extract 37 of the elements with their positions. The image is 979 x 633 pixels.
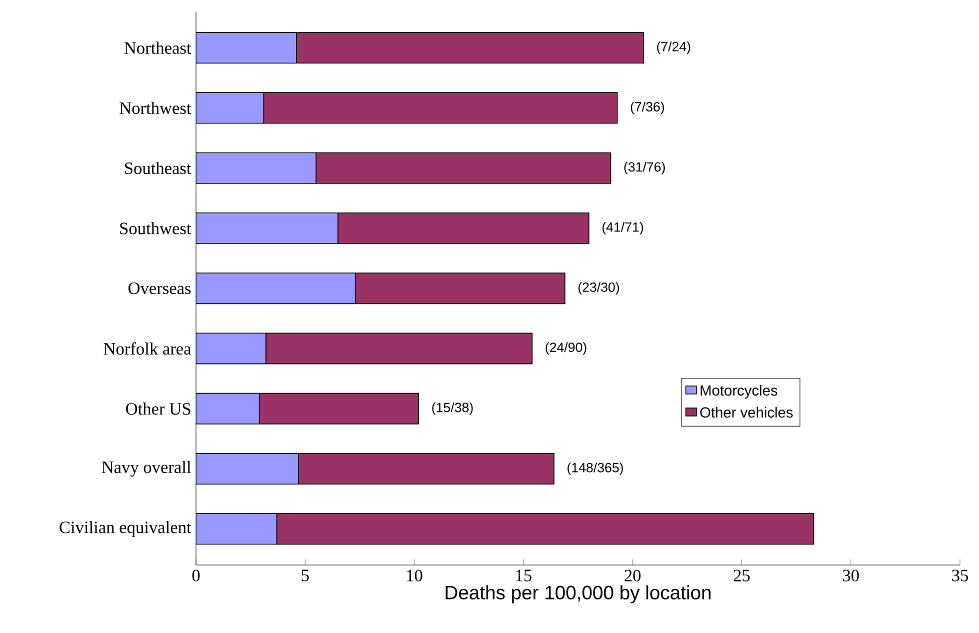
annotation: (7/24) — [657, 42, 690, 54]
bar — [196, 332, 266, 364]
annotation: (23/30) — [578, 282, 620, 295]
annotation: (24/90) — [546, 342, 586, 355]
bar — [196, 92, 264, 124]
bar — [196, 392, 260, 424]
x-tick-label: 30 — [843, 570, 859, 582]
annotation: (7/36) — [630, 102, 664, 114]
y-tick-label: Southeast — [125, 162, 192, 174]
x-tick-label: 0 — [192, 570, 200, 582]
annotation: (31/76) — [624, 162, 665, 174]
legend-label: Motorcycles — [700, 384, 778, 399]
bar — [196, 32, 297, 64]
y-tick-label: Norfolk area — [104, 342, 192, 355]
annotation: (41/71) — [602, 222, 644, 234]
x-tick-label: 20 — [624, 570, 641, 582]
x-tick-label: 10 — [407, 570, 422, 582]
x-tick-label: 15 — [516, 570, 532, 582]
x-axis-title: Deaths per 100,000 by location — [446, 585, 710, 604]
x-tick-label: 35 — [952, 570, 968, 582]
bar — [196, 453, 299, 485]
y-tick-label: Northeast — [124, 42, 192, 54]
annotation: (15/38) — [432, 402, 473, 415]
y-tick-label: Other US — [126, 402, 190, 415]
y-tick-label: Overseas — [128, 282, 191, 294]
legend-label: Other vehicles — [700, 406, 793, 418]
y-tick-label: Navy overall — [102, 460, 191, 477]
y-tick-label: Northwest — [120, 102, 192, 114]
y-tick-label: Civilian equivalent — [60, 521, 192, 537]
x-tick-label: 25 — [734, 570, 750, 582]
bar — [196, 212, 338, 244]
bar — [196, 152, 316, 184]
y-tick-label: Southwest — [120, 222, 192, 234]
bar — [196, 513, 278, 545]
x-tick-label: 5 — [302, 570, 309, 582]
annotation: (148/365) — [568, 462, 623, 475]
bar — [196, 272, 356, 304]
